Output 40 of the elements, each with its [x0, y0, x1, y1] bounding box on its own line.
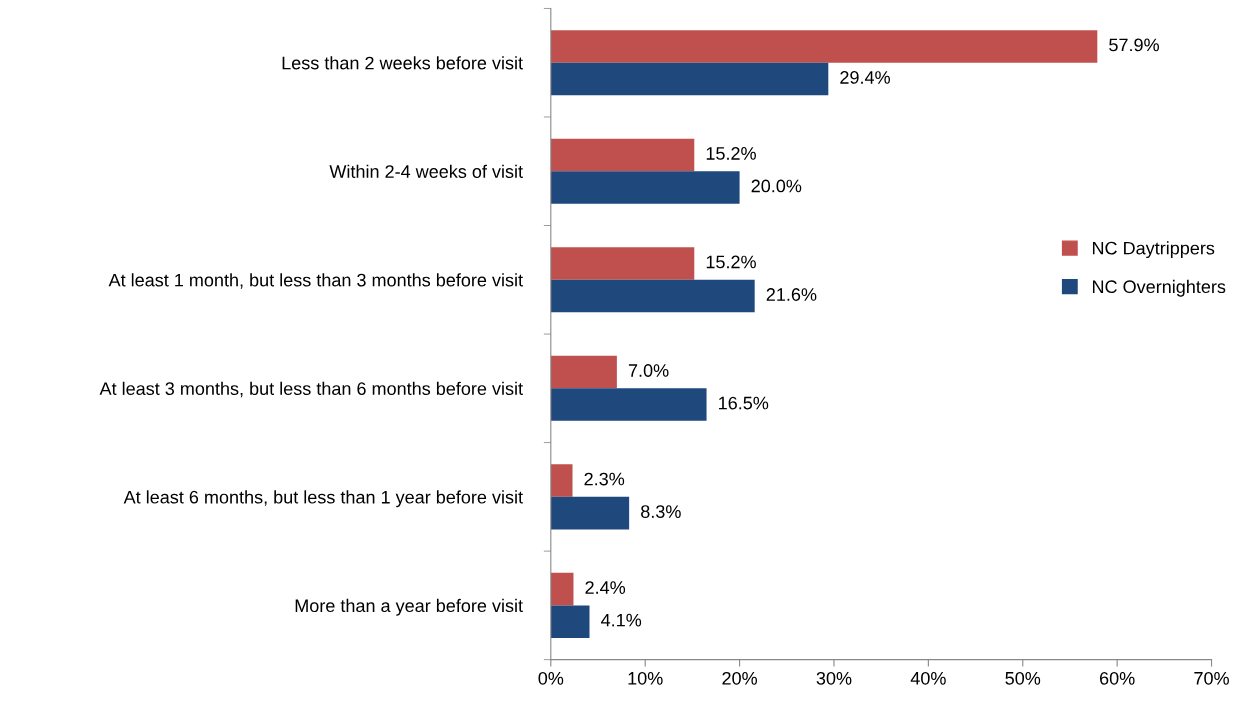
data-label: 15.2%: [706, 255, 756, 269]
bar: [550, 572, 574, 606]
data-label: 7.0%: [628, 364, 669, 377]
x-tick-label: 40%: [910, 671, 946, 685]
y-tick-label: More than a year before visit: [295, 598, 523, 616]
legend-label: NC Overnighters: [1092, 279, 1226, 297]
bar: [550, 355, 617, 389]
data-label: 20.0%: [751, 179, 802, 193]
y-tick-label: Within 2-4 weeks of visit: [329, 164, 523, 178]
x-tick-label: 0%: [538, 671, 564, 685]
bar: [550, 247, 695, 280]
x-tick-label: 60%: [1099, 671, 1135, 685]
bar: [550, 464, 573, 497]
bar: [550, 279, 755, 313]
x-tick-label: 50%: [1005, 671, 1041, 685]
legend-label: NC Daytrippers: [1092, 241, 1215, 259]
x-tick-label: 20%: [722, 671, 758, 685]
y-tick-label: At least 1 month, but less than 3 months before visit: [108, 273, 523, 289]
data-label: 57.9%: [1109, 38, 1159, 52]
data-label: 21.6%: [766, 288, 817, 301]
bar: [550, 605, 590, 638]
data-label: 8.3%: [641, 505, 681, 518]
bar: [550, 62, 829, 96]
data-label: 4.1%: [601, 613, 642, 627]
data-label: 29.4%: [840, 71, 890, 84]
y-tick-label: Less than 2 weeks before visit: [282, 56, 523, 70]
x-tick-label: 70%: [1194, 671, 1229, 685]
bar: [550, 30, 1098, 63]
bar: [550, 496, 630, 530]
bar: [550, 388, 707, 421]
y-tick-label: At least 6 months, but less than 1 year before visit: [123, 490, 523, 508]
bar: [550, 171, 740, 204]
x-tick-label: 10%: [628, 671, 663, 685]
bar: [550, 138, 695, 172]
data-label: 2.3%: [584, 472, 625, 486]
x-tick-label: 30%: [816, 671, 852, 685]
data-label: 2.4%: [585, 581, 626, 594]
data-label: 15.2%: [706, 147, 756, 160]
data-label: 16.5%: [719, 396, 769, 410]
y-tick-label: At least 3 months, but less than 6 months before visit: [99, 381, 523, 398]
